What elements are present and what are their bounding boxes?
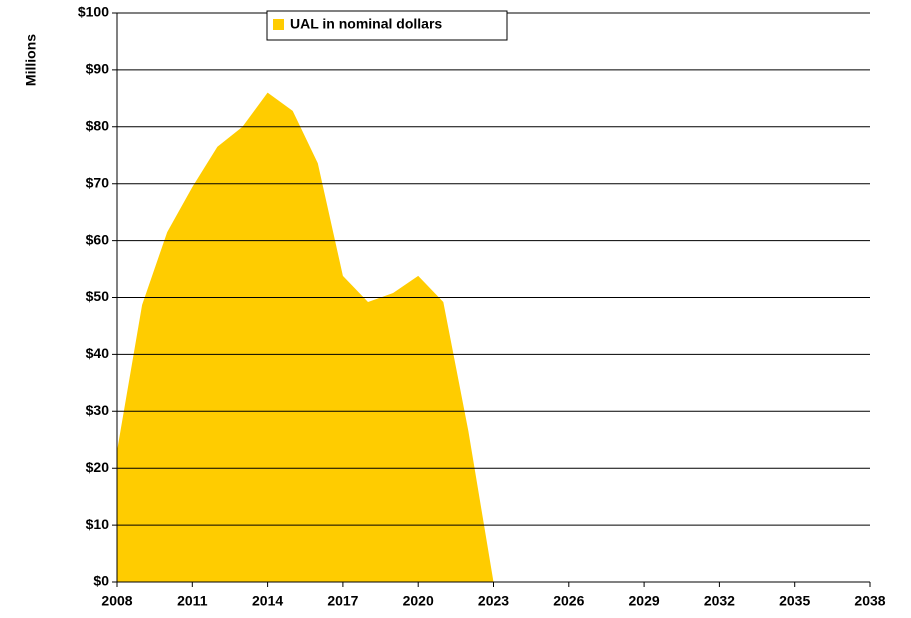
x-tick-label: 2032: [704, 593, 735, 609]
y-tick-label: $70: [86, 174, 110, 190]
y-tick-label: $60: [86, 231, 110, 247]
x-tick-label: 2029: [629, 593, 660, 609]
x-tick-label: 2014: [252, 593, 283, 609]
legend-box: [266, 10, 508, 41]
x-tick-label: 2011: [177, 593, 208, 609]
y-axis-label: Millions: [23, 34, 39, 86]
x-tick-label: 2026: [553, 593, 584, 609]
y-tick-label: $30: [86, 402, 110, 418]
y-tick-label: $90: [86, 61, 110, 77]
y-tick-label: $10: [86, 516, 110, 532]
legend-label: UAL in nominal dollars: [290, 16, 442, 32]
x-tick-label: 2017: [327, 593, 358, 609]
area: [117, 92, 870, 582]
x-tick-label: 2023: [478, 593, 509, 609]
x-tick-label: 2008: [101, 593, 132, 609]
x-tick-label: 2020: [403, 593, 434, 609]
y-tick-label: $40: [86, 345, 110, 361]
y-tick-label: $80: [86, 118, 110, 134]
y-tick-label: $20: [86, 459, 110, 475]
y-tick-label: $0: [93, 573, 109, 589]
y-tick-label: $50: [86, 288, 110, 304]
legend-swatch: [273, 19, 284, 30]
x-tick-label: 2035: [779, 593, 810, 609]
y-tick-label: $100: [78, 4, 109, 20]
x-tick-label: 2038: [854, 593, 885, 609]
